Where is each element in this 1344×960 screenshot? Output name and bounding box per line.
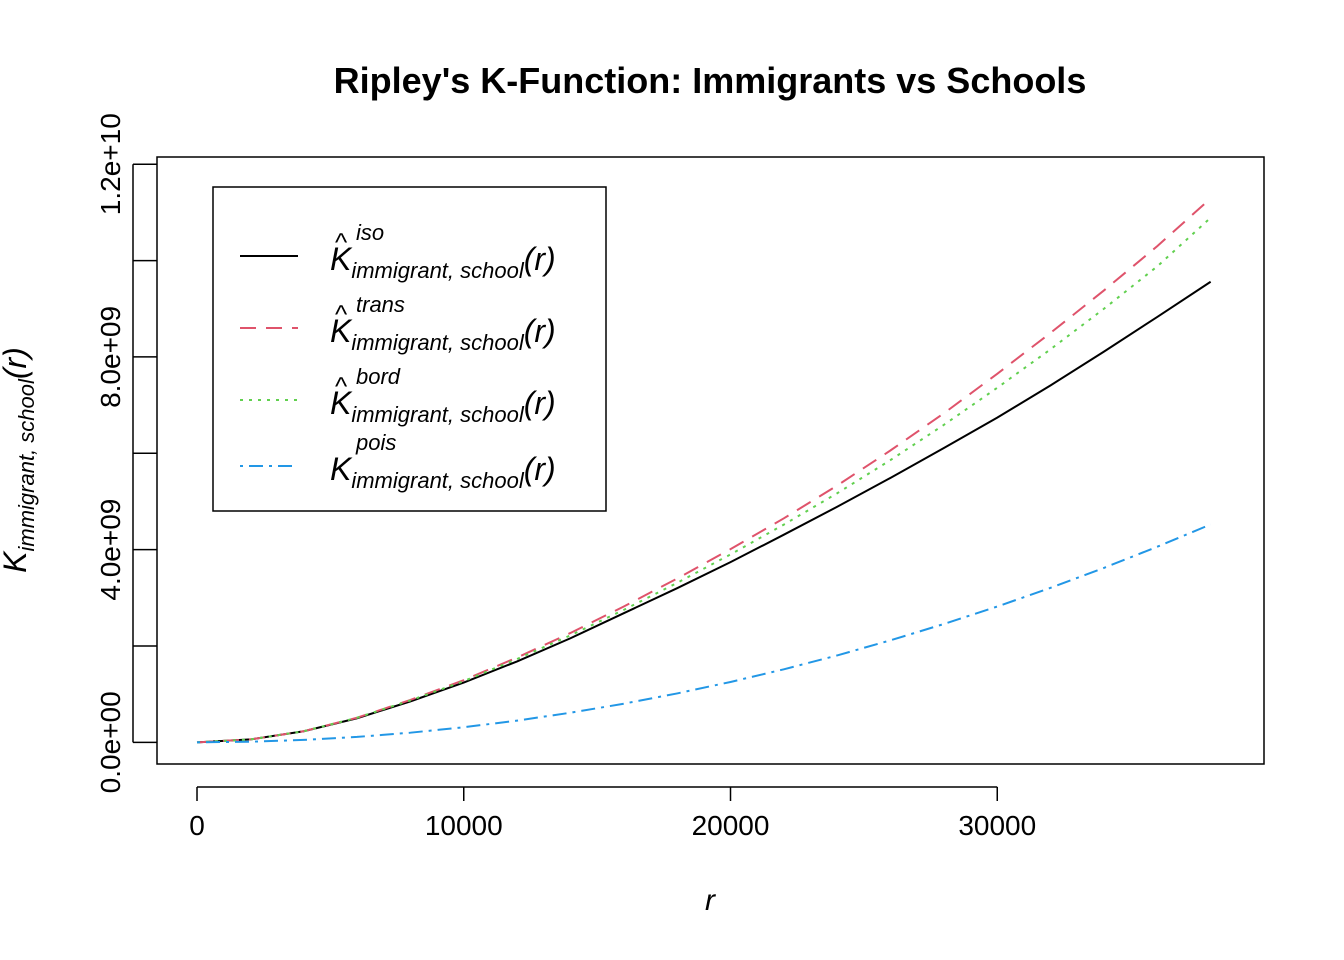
series-line-bord — [196, 216, 1212, 744]
legend-label-subscript: immigrant, school — [351, 402, 525, 427]
legend-label-subscript: immigrant, school — [351, 258, 525, 283]
x-tick-label: 0 — [189, 810, 205, 841]
legend-label-base: K — [330, 313, 353, 349]
plot-frame — [156, 156, 1265, 765]
legend-hat-bord: ^ — [335, 371, 348, 401]
legend-label-iso: Kimmigrant, school(r) — [330, 241, 556, 283]
legend-superscript-trans: trans — [356, 292, 405, 317]
legend-label-trans: Kimmigrant, school(r) — [330, 313, 556, 355]
legend-superscript-bord: bord — [356, 364, 401, 389]
x-axis-label: r — [705, 884, 716, 917]
legend-box — [212, 186, 607, 512]
y-axis-label-base: K — [0, 550, 33, 573]
x-tick-label: 30000 — [958, 810, 1036, 841]
y-axis: 0.0e+00 4.0e+09 8.0e+09 1.2e+10 — [95, 113, 157, 793]
y-tick-label: 0.0e+00 — [95, 691, 126, 793]
legend-superscript-pois: pois — [355, 430, 396, 455]
legend-hat-trans: ^ — [335, 299, 348, 329]
legend-label-bord: Kimmigrant, school(r) — [330, 385, 556, 427]
legend: Kimmigrant, school(r)iso^Kimmigrant, sch… — [212, 186, 607, 512]
legend-label-subscript: immigrant, school — [351, 330, 525, 355]
legend-label-arg: (r) — [524, 451, 556, 487]
chart-title: Ripley's K-Function: Immigrants vs Schoo… — [334, 60, 1087, 101]
legend-label-base: K — [330, 451, 353, 487]
series-layer — [196, 197, 1212, 744]
legend-label-arg: (r) — [524, 313, 556, 349]
legend-superscript-iso: iso — [356, 220, 384, 245]
legend-label-arg: (r) — [524, 385, 556, 421]
legend-label-arg: (r) — [524, 241, 556, 277]
legend-hat-iso: ^ — [335, 227, 348, 257]
x-tick-label: 10000 — [425, 810, 503, 841]
legend-label-base: K — [330, 241, 353, 277]
y-tick-label: 1.2e+10 — [95, 113, 126, 215]
y-tick-label: 8.0e+09 — [95, 306, 126, 408]
legend-label-base: K — [330, 385, 353, 421]
series-line-pois — [196, 523, 1212, 744]
x-axis: 0 10000 20000 30000 — [189, 786, 1036, 841]
y-axis-label: Kimmigrant, school(r) — [0, 347, 39, 573]
y-axis-label-arg: (r) — [0, 347, 33, 379]
legend-label-subscript: immigrant, school — [351, 468, 525, 493]
legend-label-pois: Kimmigrant, school(r) — [330, 451, 556, 493]
x-tick-label: 20000 — [692, 810, 770, 841]
y-tick-label: 4.0e+09 — [95, 499, 126, 601]
y-axis-label-subscript: immigrant, school — [14, 378, 39, 552]
